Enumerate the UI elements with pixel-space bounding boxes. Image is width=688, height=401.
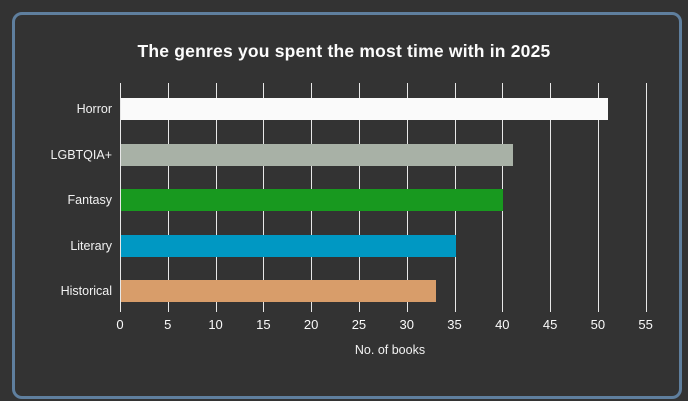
x-tick-label: 5 [164,317,172,332]
category-label-horror: Horror [76,102,112,116]
x-tick-label: 35 [447,317,462,332]
gridline [550,83,552,312]
category-label-literary: Literary [70,238,112,253]
x-tick-label: 30 [399,317,414,332]
chart-title: The genres you spent the most time with … [137,41,551,61]
x-tick-label: 40 [495,317,510,332]
bar-historical [121,280,437,302]
x-tick-label: 50 [590,317,606,332]
x-tick-label: 25 [351,317,367,332]
gridline [597,83,599,312]
category-label-lgbtqia-: LGBTQIA+ [50,147,112,162]
x-axis-label: No. of books [354,343,426,357]
bar-fantasy [121,189,504,211]
bar-lgbtqia- [121,143,513,166]
gridline [120,83,121,312]
x-tick-label: 10 [208,317,223,332]
y-axis-category-labels: Horror LGBTQIA+ Fantasy Literary Historical [0,83,112,312]
category-label-historical: Historical [60,284,112,298]
bar-literary [121,234,456,257]
x-tick-label: 20 [303,317,319,332]
x-tick-label: 55 [638,317,653,332]
plot-area [120,83,660,312]
gridline [645,83,647,312]
x-axis-ticks: 0 5 10 15 20 25 30 35 40 45 50 55 [116,317,660,333]
x-tick-label: 15 [256,317,271,332]
card-border-frame [12,12,682,399]
bar-horror [121,98,609,120]
category-label-fantasy: Fantasy [67,193,112,207]
x-tick-label: 0 [116,317,124,332]
x-tick-label: 45 [542,317,558,332]
